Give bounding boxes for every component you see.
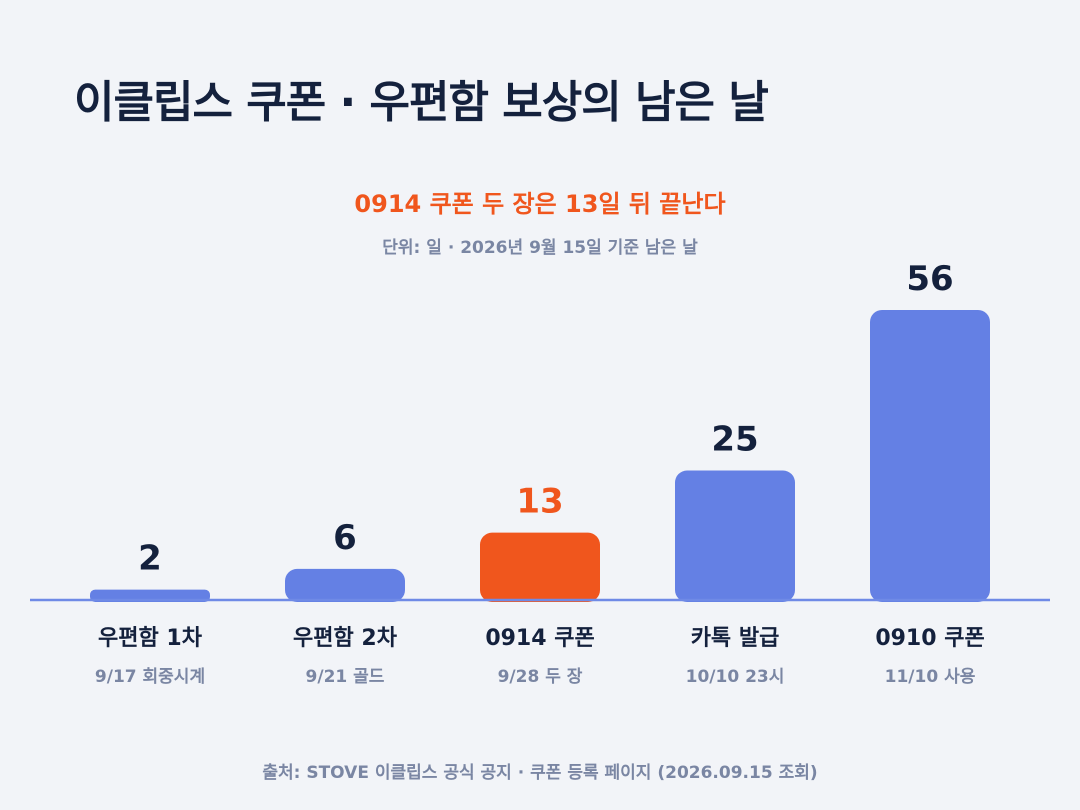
value-label-1: 6 xyxy=(333,518,357,558)
value-label-0: 2 xyxy=(138,539,162,579)
chart-title: 이클립스 쿠폰 · 우편함 보상의 남은 날 xyxy=(74,77,769,128)
bar-4 xyxy=(870,310,990,602)
bar-3 xyxy=(675,470,795,602)
category-label-2: 0914 쿠폰 xyxy=(485,626,594,651)
category-label-3: 카톡 발급 xyxy=(691,626,780,651)
bar-2 xyxy=(480,532,600,602)
category-label-4: 0910 쿠폰 xyxy=(875,626,984,651)
category-sublabel-2: 9/28 두 장 xyxy=(498,667,583,687)
value-label-3: 25 xyxy=(711,420,758,460)
value-label-4: 56 xyxy=(906,259,953,299)
category-sublabel-3: 10/10 23시 xyxy=(686,667,785,687)
category-sublabel-0: 9/17 회중시계 xyxy=(95,667,205,687)
value-label-2: 13 xyxy=(516,482,563,522)
category-sublabel-4: 11/10 사용 xyxy=(885,667,976,687)
unit-note: 단위: 일 · 2026년 9월 15일 기준 남은 날 xyxy=(382,238,698,258)
category-label-0: 우편함 1차 xyxy=(98,626,203,651)
category-label-1: 우편함 2차 xyxy=(293,626,398,651)
category-sublabel-1: 9/21 골드 xyxy=(306,667,385,687)
chart-subtitle: 0914 쿠폰 두 장은 13일 뒤 끝난다 xyxy=(354,190,726,218)
source-note: 출처: STOVE 이클립스 공식 공지 · 쿠폰 등록 페이지 (2026.0… xyxy=(262,763,818,783)
bar-1 xyxy=(285,568,405,602)
